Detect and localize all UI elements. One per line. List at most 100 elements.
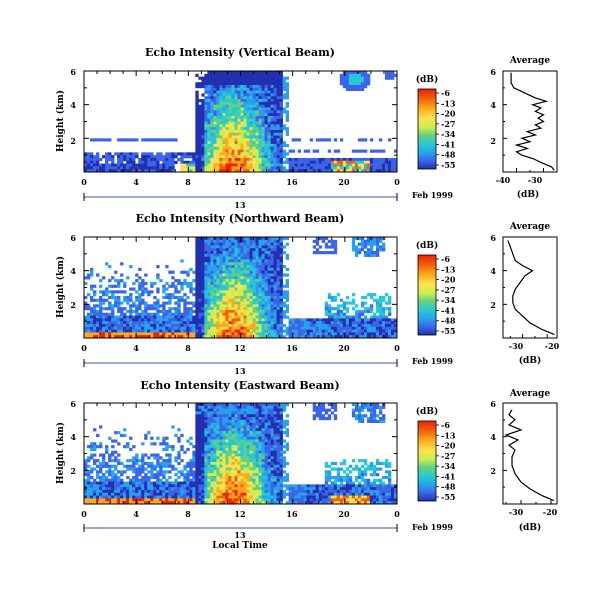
heatmap-cell [189, 498, 193, 502]
heatmap-cell [216, 245, 220, 249]
heatmap-cell [228, 321, 232, 325]
heatmap-cell [240, 267, 244, 272]
heatmap-cell [204, 326, 208, 330]
colorbar-tick-label: -13 [441, 264, 456, 274]
heatmap-cell [219, 256, 223, 260]
heatmap-cell [285, 82, 289, 86]
heatmap-cell [258, 301, 262, 305]
heatmap-cell [387, 163, 392, 167]
heatmap-cell [261, 132, 265, 136]
heatmap-cell [342, 312, 347, 316]
heatmap-cell [252, 79, 256, 83]
heatmap-cell [225, 445, 229, 449]
heatmap-cell [258, 135, 262, 139]
heatmap-cell [390, 318, 395, 322]
heatmap-cell [216, 478, 220, 482]
x-tick-label: 8 [185, 343, 191, 353]
heatmap-cell [273, 307, 277, 311]
heatmap-cell [234, 160, 238, 164]
heatmap-cell [360, 335, 365, 339]
heatmap-cell [123, 433, 127, 438]
heatmap-cell [222, 104, 226, 108]
heatmap-cell [273, 157, 277, 162]
heatmap-cell [90, 481, 94, 485]
heatmap-cell [204, 428, 208, 432]
heatmap-cell [285, 87, 289, 91]
heatmap-cell [369, 157, 374, 162]
heatmap-cell [168, 484, 172, 488]
heatmap-cell [258, 309, 262, 314]
heatmap-cell [219, 304, 223, 308]
heatmap-cell [222, 326, 226, 330]
heatmap-cell [135, 166, 139, 170]
heatmap-cell [285, 143, 289, 148]
heatmap-cell [312, 335, 317, 339]
heatmap-cell [105, 332, 109, 336]
profile [503, 236, 555, 339]
heatmap-cell [162, 487, 166, 491]
heatmap-cell [387, 166, 392, 170]
heatmap-cell [243, 135, 247, 139]
heatmap-cell [159, 335, 163, 339]
heatmap-cell [213, 495, 217, 499]
heatmap-cell [114, 163, 118, 167]
heatmap-cell [387, 157, 392, 162]
heatmap-cell [114, 450, 118, 454]
heatmap-cell [324, 307, 329, 311]
heatmap-cell [153, 307, 157, 311]
heatmap-cell [387, 301, 392, 305]
heatmap-cell [207, 459, 211, 463]
heatmap-cell [258, 157, 262, 162]
heatmap-cell [192, 450, 196, 454]
heatmap-cell [87, 166, 91, 170]
heatmap-cell [150, 489, 154, 494]
heatmap-cell [201, 104, 205, 108]
heatmap-cell [261, 118, 265, 122]
heatmap-cell [240, 76, 244, 80]
heatmap-cell [225, 166, 229, 170]
heatmap-cell [324, 301, 329, 305]
heatmap-cell [321, 318, 326, 322]
heatmap-cell [120, 329, 124, 333]
heatmap-cell [213, 104, 217, 108]
heatmap-cell [123, 284, 127, 288]
heatmap-cell [258, 245, 262, 249]
heatmap-cell [147, 484, 151, 488]
heatmap-cell [222, 284, 226, 288]
heatmap-cell [90, 307, 94, 311]
heatmap-cell [252, 96, 256, 100]
heatmap-cell [381, 163, 386, 167]
heatmap-cell [345, 160, 350, 164]
heatmap-cell [147, 461, 151, 466]
heatmap-cell [279, 281, 283, 286]
heatmap-cell [237, 321, 241, 325]
heatmap-cell [210, 329, 214, 333]
heatmap-cell [234, 115, 238, 120]
heatmap-cell [225, 417, 229, 421]
heatmap-cell [216, 99, 220, 103]
heatmap-cell [255, 270, 259, 274]
heatmap-cell [348, 87, 353, 91]
heatmap-cell [252, 113, 256, 117]
heatmap-cell [243, 284, 247, 288]
heatmap-cell [195, 157, 199, 162]
heatmap-cell [330, 157, 335, 162]
heatmap-cell [237, 262, 241, 266]
heatmap-cell [246, 304, 250, 308]
heatmap-cell [264, 265, 268, 269]
heatmap-cell [204, 433, 208, 438]
heatmap-cell [210, 408, 214, 412]
heatmap-cell [207, 149, 211, 153]
heatmap-cell [246, 332, 250, 336]
heatmap-cell [204, 245, 208, 249]
heatmap-cell [354, 312, 359, 316]
heatmap-cell [222, 422, 226, 426]
heatmap-cell [243, 248, 247, 252]
heatmap-cell [138, 157, 142, 162]
heatmap-cell [273, 281, 277, 286]
heatmap-cell [375, 323, 380, 328]
heatmap-cell [264, 312, 268, 316]
heatmap-cell [120, 309, 124, 314]
heatmap-cell [222, 433, 226, 438]
heatmap-cell [237, 265, 241, 269]
